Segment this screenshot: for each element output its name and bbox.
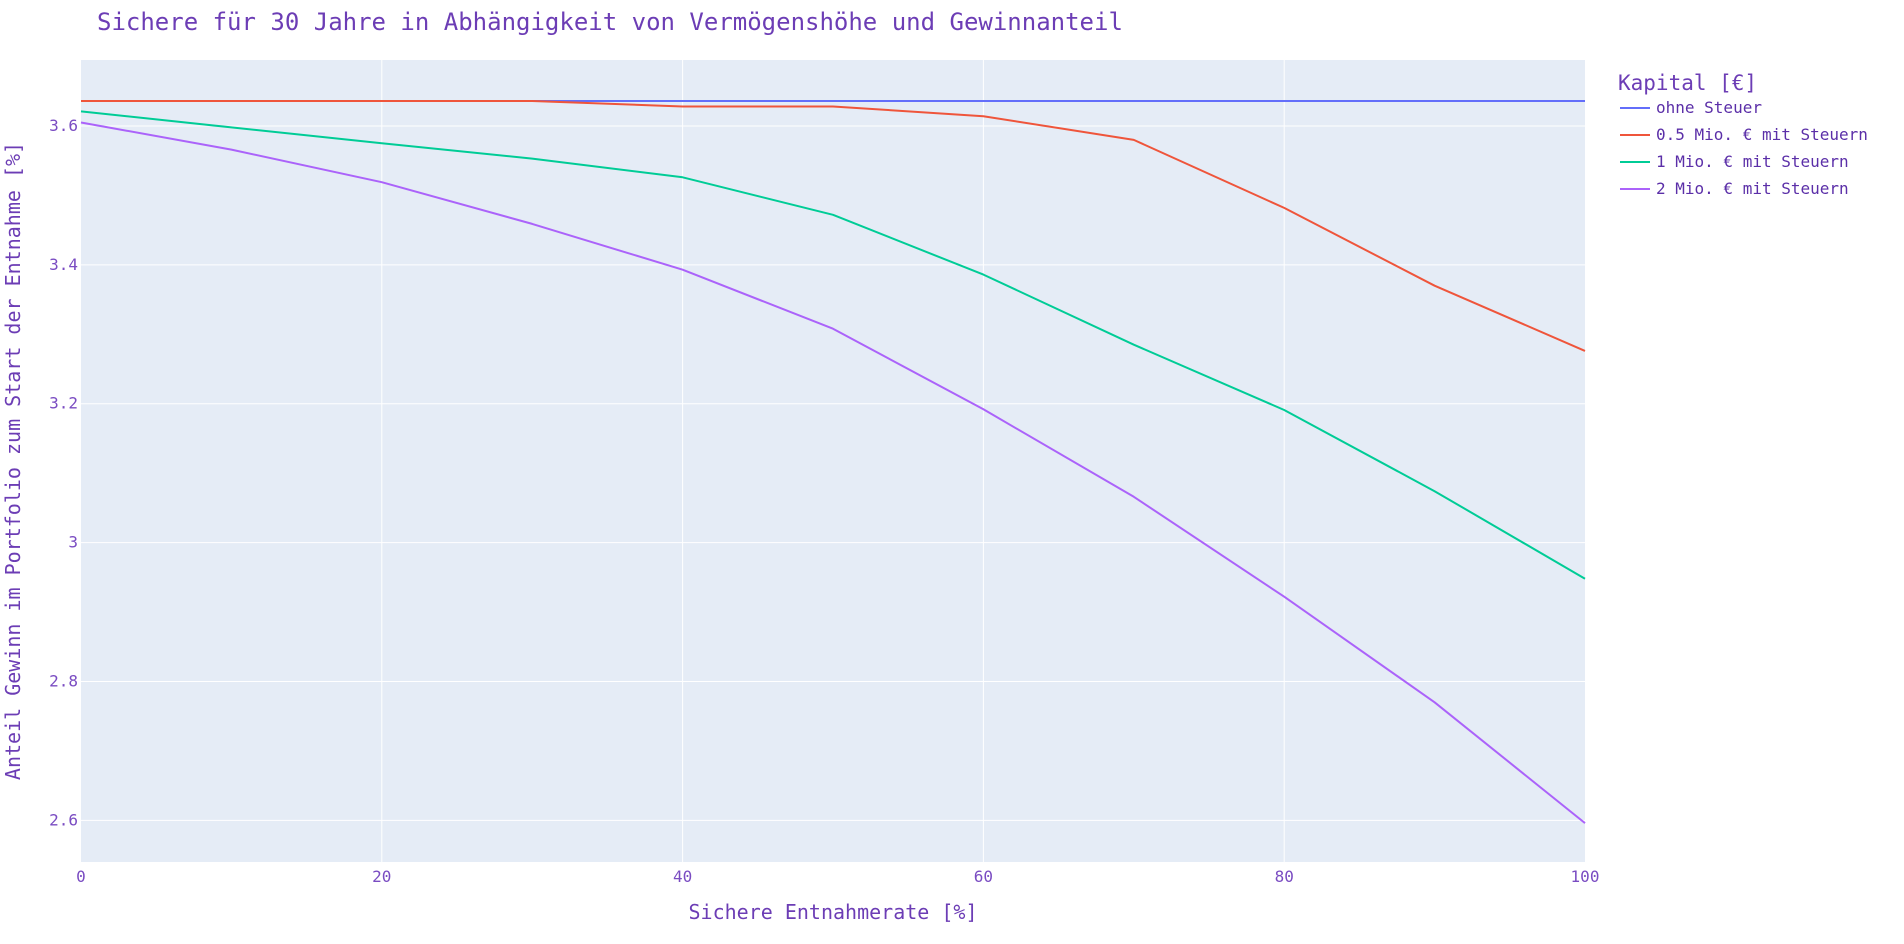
x-tick-label: 80 — [1275, 867, 1294, 886]
x-tick-label: 100 — [1571, 867, 1600, 886]
x-axis-ticks: 0 20 40 60 80 100 — [76, 867, 1599, 886]
legend-item-2[interactable]: 1 Mio. € mit Steuern — [1620, 152, 1849, 171]
legend-title: Kapital [€] — [1618, 71, 1757, 95]
legend-item-0[interactable]: ohne Steuer — [1620, 98, 1762, 117]
y-axis-ticks: 2.6 2.8 3 3.2 3.4 3.6 — [49, 116, 78, 829]
chart-title: Sichere für 30 Jahre in Abhängigkeit von… — [97, 8, 1123, 36]
legend-item-1[interactable]: 0.5 Mio. € mit Steuern — [1620, 125, 1868, 144]
series-line-3 — [80, 121, 1586, 824]
y-tick-label: 2.8 — [49, 671, 78, 690]
legend-label: 0.5 Mio. € mit Steuern — [1656, 125, 1868, 144]
x-tick-label: 40 — [673, 867, 692, 886]
series-line-1 — [81, 100, 1586, 352]
x-tick-label: 20 — [372, 867, 391, 886]
y-tick-label: 3.4 — [49, 255, 78, 274]
legend-label: ohne Steuer — [1656, 98, 1762, 117]
legend-items: ohne Steuer 0.5 Mio. € mit Steuern 1 Mio. … — [1620, 98, 1868, 198]
x-tick-label: 60 — [974, 867, 993, 886]
grid-lines — [81, 60, 1585, 862]
legend-label: 1 Mio. € mit Steuern — [1656, 152, 1849, 171]
series-line-2 — [80, 110, 1586, 580]
legend-label: 2 Mio. € mit Steuern — [1656, 179, 1849, 198]
y-tick-label: 2.6 — [49, 810, 78, 829]
y-tick-label: 3.2 — [49, 394, 78, 413]
y-axis-title: Anteil Gewinn im Portfolio zum Start der… — [1, 142, 25, 780]
legend-item-3[interactable]: 2 Mio. € mit Steuern — [1620, 179, 1849, 198]
y-tick-label: 3.6 — [49, 116, 78, 135]
x-tick-label: 0 — [76, 867, 86, 886]
y-tick-label: 3 — [68, 533, 78, 552]
plot-area — [81, 60, 1585, 862]
series-lines — [80, 100, 1586, 824]
x-axis-title: Sichere Entnahmerate [%] — [689, 900, 978, 924]
legend: Kapital [€] ohne Steuer 0.5 Mio. € mit St… — [1618, 71, 1868, 198]
